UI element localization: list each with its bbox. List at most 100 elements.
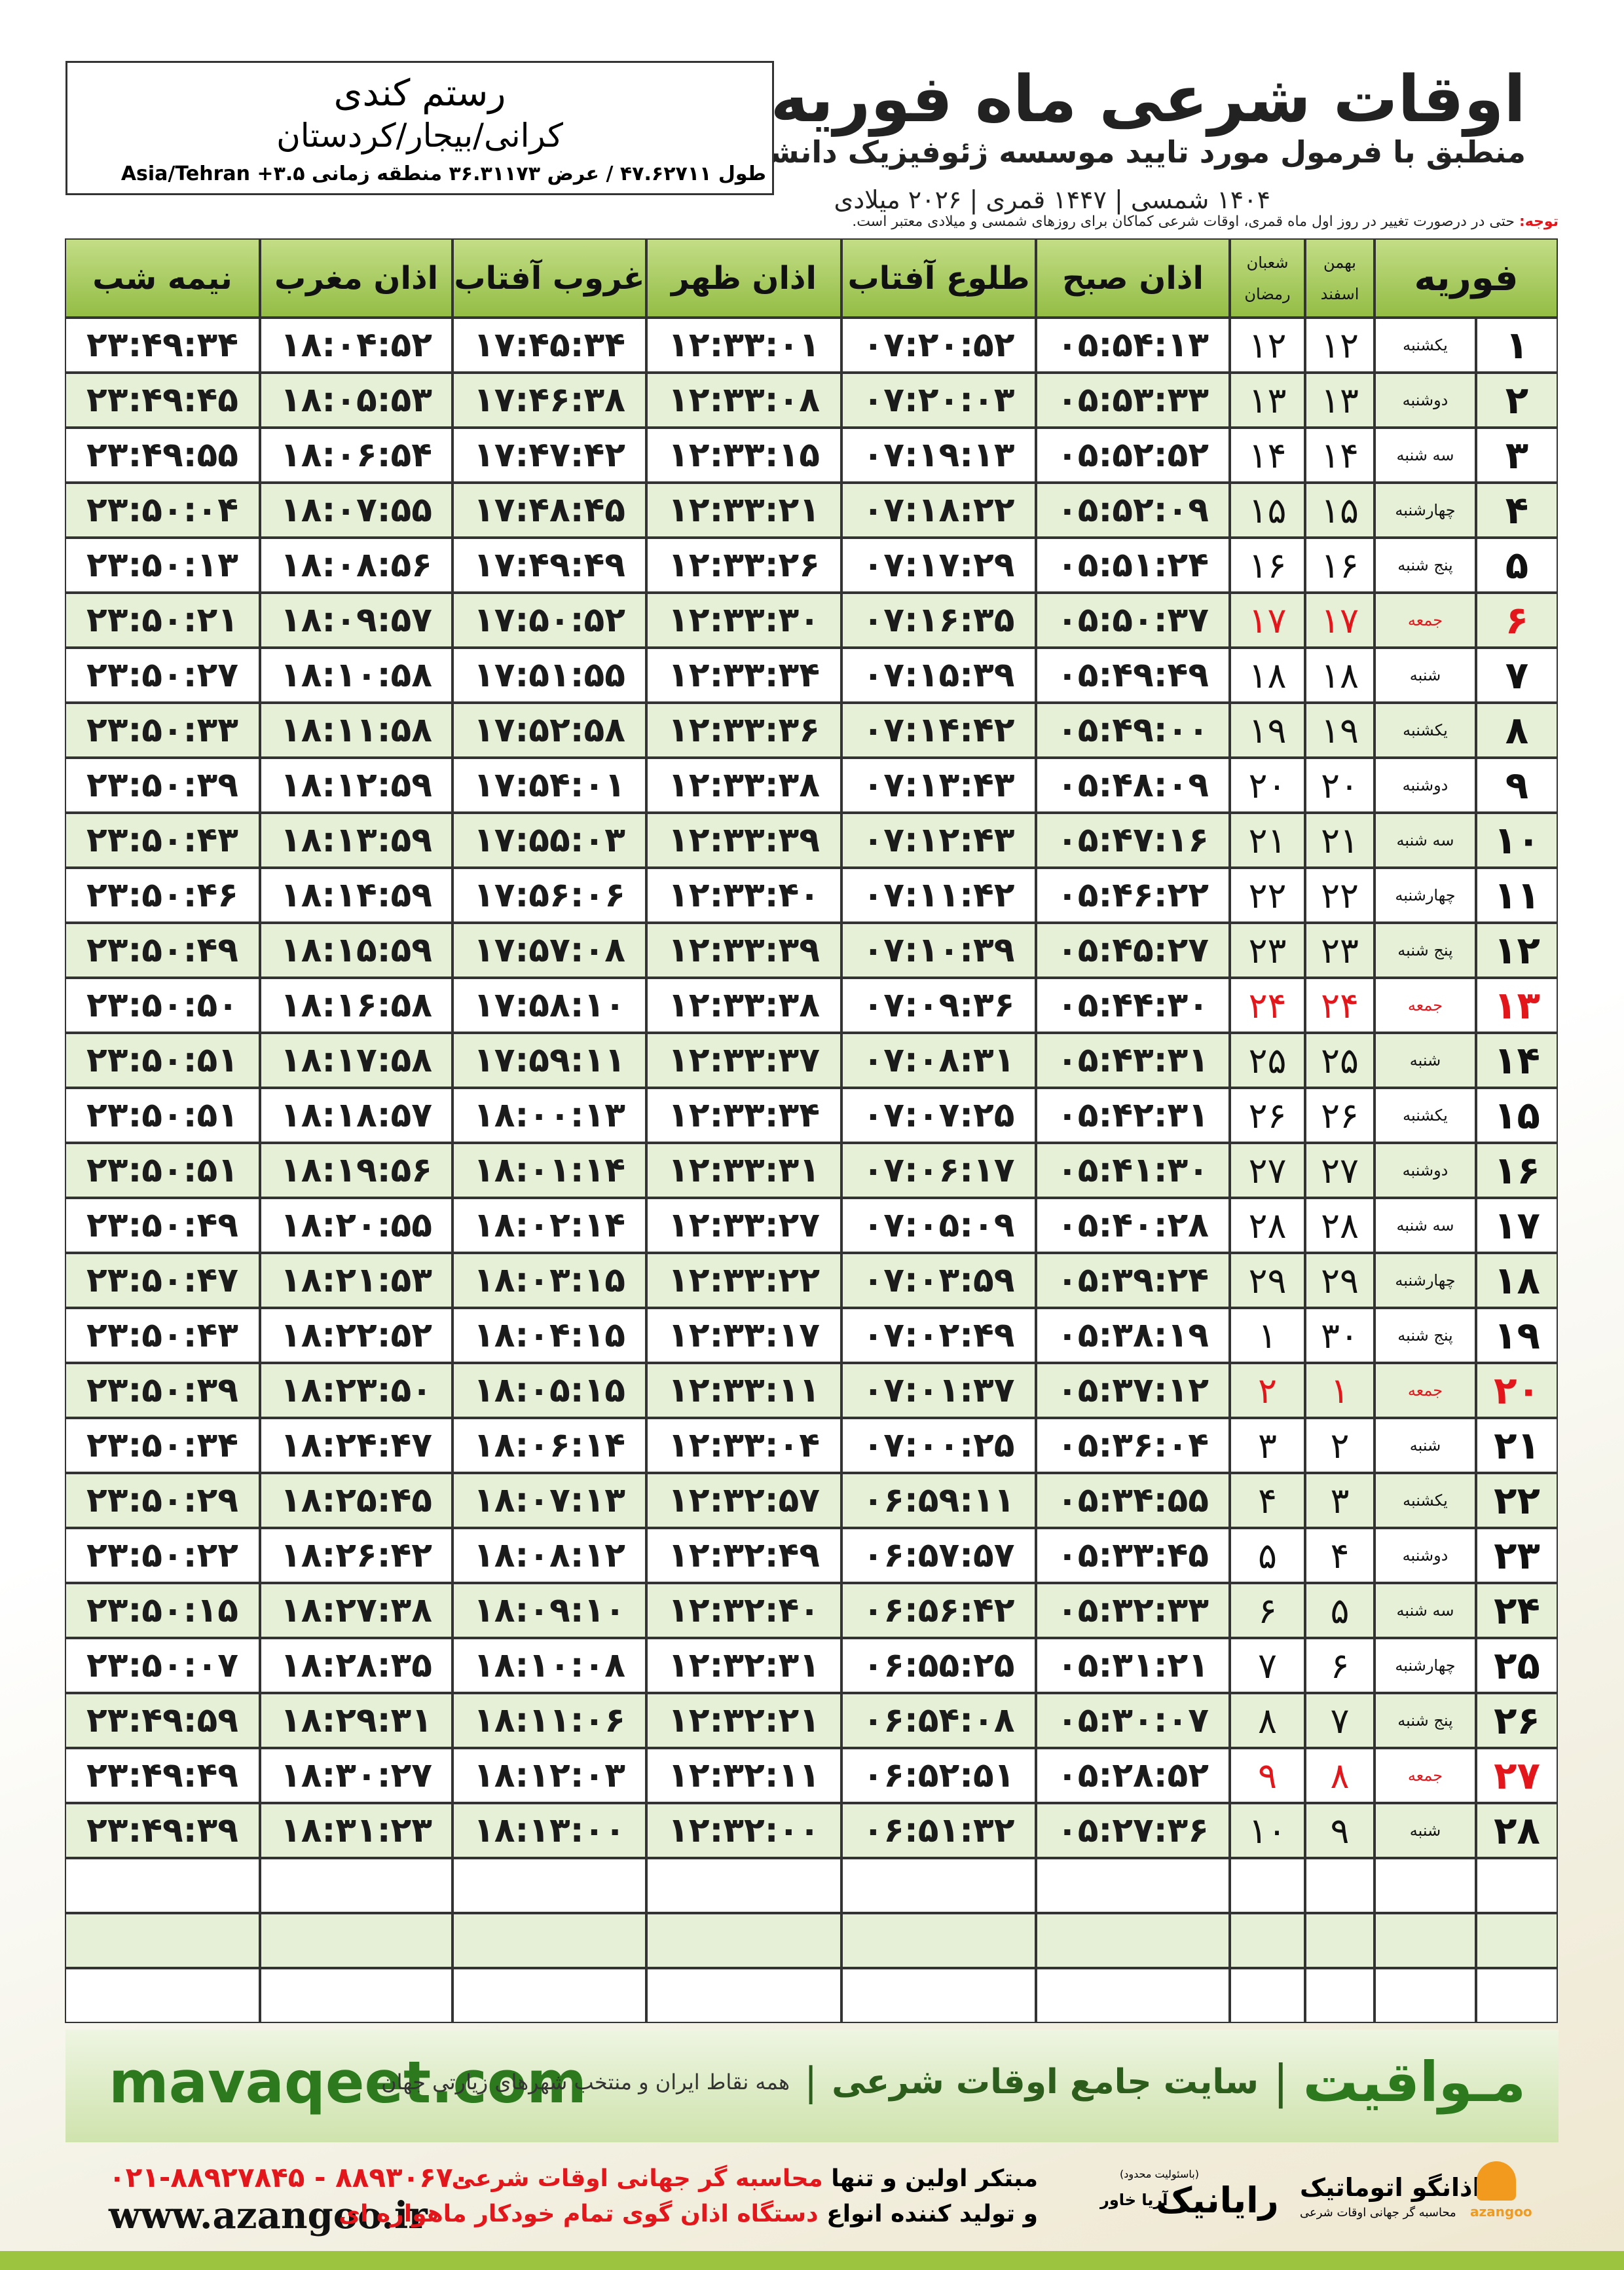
day-number — [1476, 1968, 1558, 2023]
prayer-time: ۱۸:۰۶:۵۴ — [260, 428, 452, 483]
note: توجه: حتی در درصورت تغییر در روز اول ماه… — [852, 214, 1559, 230]
header-time: طلوع آفتاب — [841, 238, 1036, 318]
day-number: ۲۶ — [1476, 1693, 1558, 1748]
weekday: دوشنبه — [1375, 1143, 1476, 1198]
prayer-time: ۱۲:۳۳:۲۷ — [646, 1198, 841, 1253]
weekday: جمعه — [1375, 1748, 1476, 1803]
day-number — [1476, 1858, 1558, 1913]
header-time: اذان مغرب — [260, 238, 452, 318]
prayer-time: ۱۲:۳۳:۱۷ — [646, 1308, 841, 1363]
persian-date: ۳ — [1305, 1473, 1375, 1528]
hijri-date: ۴ — [1230, 1473, 1305, 1528]
prayer-time — [452, 1858, 646, 1913]
prayer-time: ۰۷:۰۰:۲۵ — [841, 1418, 1036, 1473]
persian-date: ۱۲ — [1305, 318, 1375, 373]
ad-line-2: و تولید کننده انواع دستگاه اذان گوی تمام… — [339, 2201, 1038, 2227]
prayer-time: ۲۳:۵۰:۳۹ — [65, 1363, 260, 1418]
day-number: ۲۳ — [1476, 1528, 1558, 1583]
prayer-time: ۰۵:۵۴:۱۳ — [1036, 318, 1230, 373]
prayer-time — [646, 1968, 841, 2023]
prayer-time: ۱۸:۰۸:۵۶ — [260, 538, 452, 593]
prayer-time: ۲۳:۵۰:۲۱ — [65, 593, 260, 648]
prayer-time: ۱۲:۳۳:۳۶ — [646, 703, 841, 758]
prayer-time: ۱۸:۱۳:۰۰ — [452, 1803, 646, 1858]
prayer-time: ۲۳:۵۰:۲۹ — [65, 1473, 260, 1528]
footer-brand-line: مـواقیت | سایت جامع اوقات شرعی | همه نقا… — [381, 2050, 1526, 2114]
day-number: ۲۱ — [1476, 1418, 1558, 1473]
persian-date: ۲۳ — [1305, 923, 1375, 978]
hijri-date: ۲۶ — [1230, 1088, 1305, 1143]
prayer-time: ۱۸:۲۰:۵۵ — [260, 1198, 452, 1253]
hijri-date: ۱۷ — [1230, 593, 1305, 648]
day-number: ۱۹ — [1476, 1308, 1558, 1363]
persian-date: ۲۸ — [1305, 1198, 1375, 1253]
prayer-time: ۱۷:۴۶:۳۸ — [452, 373, 646, 428]
header-month-pair: شعبان رمضان — [1230, 238, 1305, 318]
day-number: ۲۵ — [1476, 1638, 1558, 1693]
website: www.azangoo.ir — [109, 2194, 428, 2237]
prayer-time: ۱۲:۳۳:۳۹ — [646, 923, 841, 978]
prayer-time: ۱۲:۳۳:۰۸ — [646, 373, 841, 428]
prayer-time: ۱۸:۲۴:۴۷ — [260, 1418, 452, 1473]
prayer-time: ۱۲:۳۳:۰۱ — [646, 318, 841, 373]
prayer-time: ۱۸:۰۴:۵۲ — [260, 318, 452, 373]
prayer-time — [65, 1858, 260, 1913]
weekday: چهارشنبه — [1375, 1638, 1476, 1693]
location-name: رستم کندی — [333, 72, 506, 115]
day-number: ۱۶ — [1476, 1143, 1558, 1198]
prayer-time: ۲۳:۴۹:۵۵ — [65, 428, 260, 483]
day-number: ۸ — [1476, 703, 1558, 758]
footer-slogan: سایت جامع اوقات شرعی — [832, 2062, 1259, 2102]
prayer-time: ۲۳:۵۰:۰۴ — [65, 483, 260, 538]
prayer-time — [1036, 1858, 1230, 1913]
prayer-time: ۱۸:۰۶:۱۴ — [452, 1418, 646, 1473]
prayer-time: ۰۷:۰۷:۲۵ — [841, 1088, 1036, 1143]
prayer-time: ۱۷:۵۱:۵۵ — [452, 648, 646, 703]
prayer-time: ۱۲:۳۳:۱۵ — [646, 428, 841, 483]
prayer-time: ۱۸:۱۰:۵۸ — [260, 648, 452, 703]
day-number: ۷ — [1476, 648, 1558, 703]
header-time: اذان صبح — [1036, 238, 1230, 318]
prayer-time: ۱۲:۳۳:۳۸ — [646, 758, 841, 813]
prayer-time — [260, 1968, 452, 2023]
day-number: ۲۲ — [1476, 1473, 1558, 1528]
prayer-time: ۲۳:۵۰:۴۷ — [65, 1253, 260, 1308]
prayer-time: ۱۸:۰۴:۱۵ — [452, 1308, 646, 1363]
day-number: ۱۸ — [1476, 1253, 1558, 1308]
prayer-time: ۲۳:۵۰:۴۹ — [65, 1198, 260, 1253]
weekday: سه شنبه — [1375, 1198, 1476, 1253]
persian-date: ۲۷ — [1305, 1143, 1375, 1198]
weekday: چهارشنبه — [1375, 483, 1476, 538]
prayer-time: ۱۸:۱۳:۵۹ — [260, 813, 452, 868]
prayer-time: ۱۸:۰۷:۱۳ — [452, 1473, 646, 1528]
hijri-date: ۱۹ — [1230, 703, 1305, 758]
persian-date: ۲۴ — [1305, 978, 1375, 1033]
day-number: ۳ — [1476, 428, 1558, 483]
prayer-time: ۰۷:۰۸:۳۱ — [841, 1033, 1036, 1088]
prayer-time: ۰۷:۰۳:۵۹ — [841, 1253, 1036, 1308]
persian-date: ۲۰ — [1305, 758, 1375, 813]
prayer-time: ۱۲:۳۲:۲۱ — [646, 1693, 841, 1748]
ad-highlight: دستگاه اذان گوی تمام خودکار ماهواره ای — [339, 2201, 819, 2227]
persian-date — [1305, 1858, 1375, 1913]
prayer-time: ۰۷:۱۴:۴۲ — [841, 703, 1036, 758]
bottom-bar — [0, 2251, 1624, 2270]
hijri-date: ۲۷ — [1230, 1143, 1305, 1198]
prayer-time: ۰۵:۴۲:۳۱ — [1036, 1088, 1230, 1143]
prayer-time: ۲۳:۴۹:۴۵ — [65, 373, 260, 428]
prayer-time — [841, 1858, 1036, 1913]
prayer-time: ۲۳:۴۹:۴۹ — [65, 1748, 260, 1803]
hijri-date: ۱۲ — [1230, 318, 1305, 373]
header-time: اذان ظهر — [646, 238, 841, 318]
prayer-time: ۰۵:۴۵:۲۷ — [1036, 923, 1230, 978]
prayer-time: ۰۵:۳۹:۲۴ — [1036, 1253, 1230, 1308]
hijri-date: ۲۱ — [1230, 813, 1305, 868]
persian-date: ۷ — [1305, 1693, 1375, 1748]
prayer-time: ۱۲:۳۲:۴۹ — [646, 1528, 841, 1583]
location-coords: طول ۴۷.۶۲۷۱۱ / عرض ۳۶.۳۱۱۷۳ منطقه زمانی … — [120, 162, 766, 185]
prayer-time: ۱۲:۳۳:۴۰ — [646, 868, 841, 923]
footer-coverage: همه نقاط ایران و منتخب شهرهای زیارتی جها… — [381, 2070, 790, 2094]
weekday: دوشنبه — [1375, 758, 1476, 813]
prayer-time: ۱۷:۴۷:۴۲ — [452, 428, 646, 483]
